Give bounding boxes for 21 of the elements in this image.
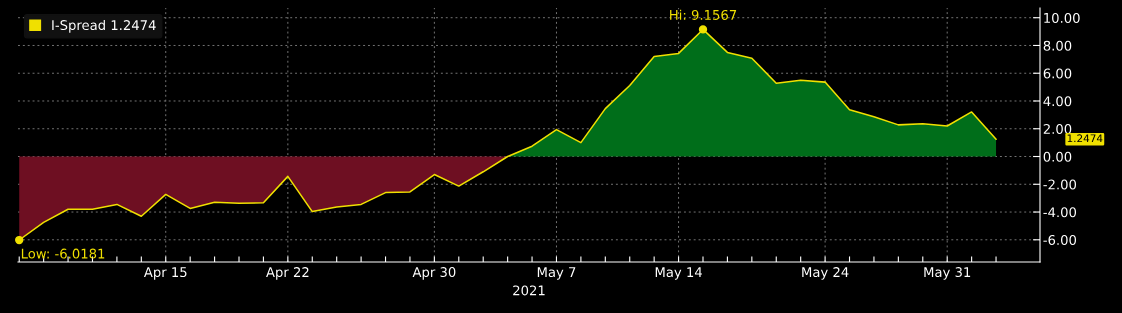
- x-tick-label: May 7: [537, 267, 576, 280]
- annotation: Hi: 9.1567: [670, 9, 737, 20]
- y-tick-label: -4.00: [1043, 207, 1077, 218]
- y-tick-label: 10.00: [1044, 12, 1080, 23]
- y-tick-label: 6.00: [1043, 68, 1072, 79]
- y-tick-label: 0.00: [1043, 151, 1072, 162]
- x-tick-label: May 31: [924, 267, 971, 280]
- y-tick-label: -2.00: [1043, 179, 1077, 190]
- x-tick-label: Apr 22: [266, 267, 309, 280]
- y-tick-label: 8.00: [1043, 40, 1072, 51]
- text: 1.2474: [1067, 134, 1103, 143]
- y-tick-label: -6.00: [1043, 235, 1077, 245]
- x-tick-label: Apr 15: [143, 267, 187, 280]
- x-tick-label: May 24: [802, 267, 849, 280]
- y-tick-label: 2.00: [1043, 123, 1072, 134]
- x-axis-title: 2021: [513, 285, 545, 296]
- legend-label: I-Spread 1.2474: [52, 19, 156, 33]
- x-tick-label: May 14: [655, 267, 702, 280]
- x-tick-label: Apr 30: [412, 267, 456, 280]
- y-tick-label: 4.00: [1043, 96, 1072, 107]
- annotation: Low: -6.0181: [21, 248, 105, 259]
